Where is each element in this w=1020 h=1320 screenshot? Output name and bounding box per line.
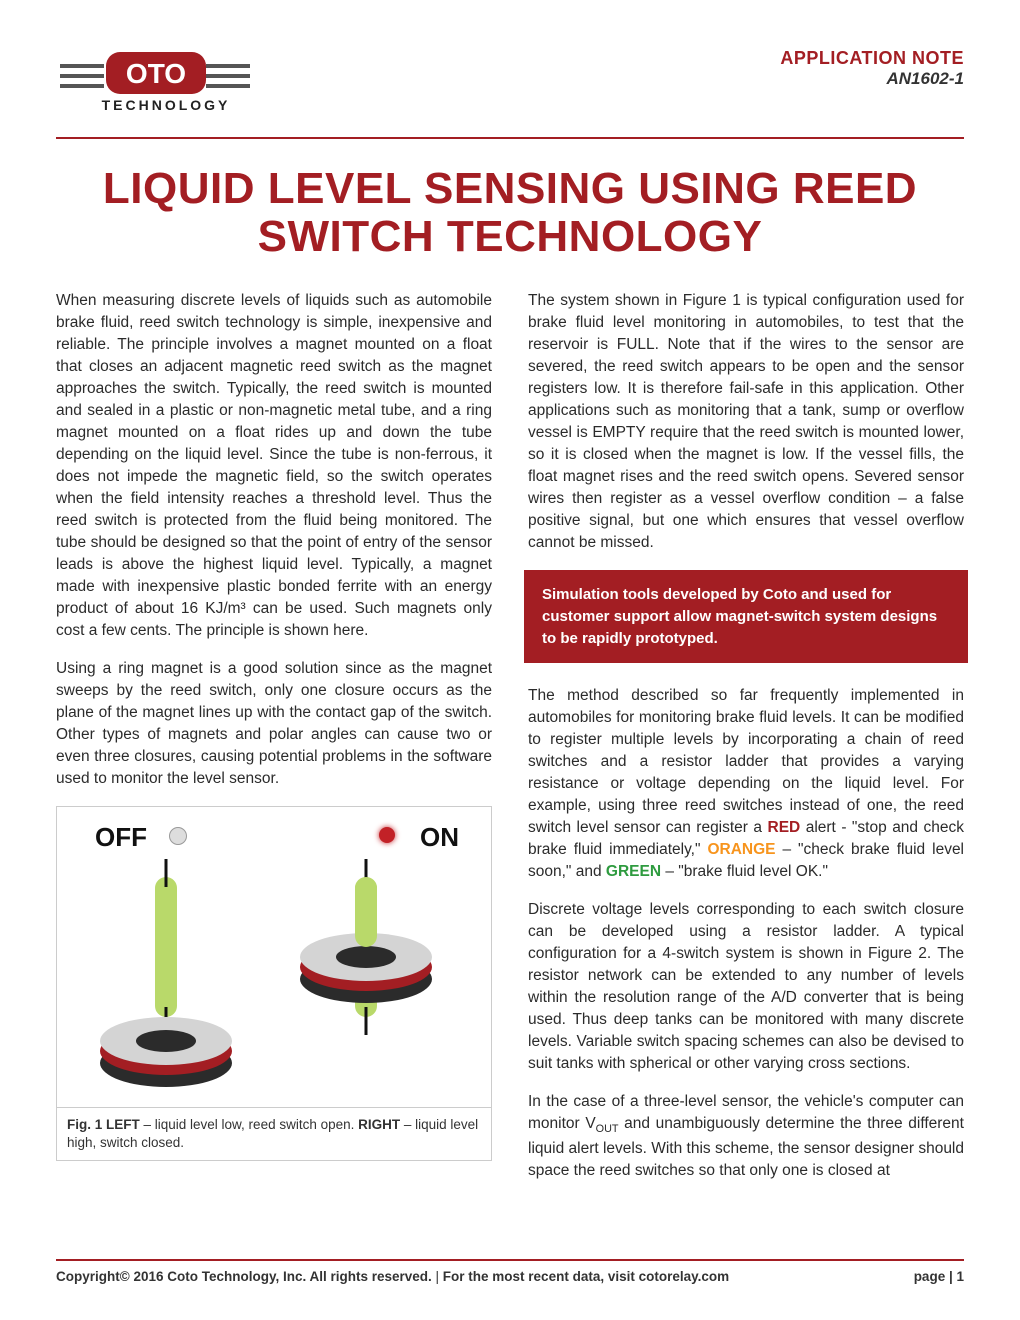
caption-bold: RIGHT [358,1117,400,1132]
caption-bold: Fig. 1 LEFT [67,1117,140,1132]
page-label: page | [914,1269,957,1284]
body-paragraph: When measuring discrete levels of liquid… [56,290,492,642]
right-column: The system shown in Figure 1 is typical … [528,290,964,1198]
page-number: 1 [956,1269,964,1284]
page-title: LIQUID LEVEL SENSING USING REED SWITCH T… [56,165,964,260]
footer-copyright: Copyright© 2016 Coto Technology, Inc. Al… [56,1269,432,1284]
text: – "brake fluid level OK." [661,863,828,880]
header-right: APPLICATION NOTE AN1602-1 [780,48,964,89]
body-paragraph: In the case of a three-level sensor, the… [528,1091,964,1181]
indicator-on-icon [379,827,395,843]
body-paragraph: The system shown in Figure 1 is typical … [528,290,964,554]
page-footer: Copyright© 2016 Coto Technology, Inc. Al… [56,1259,964,1284]
footer-recent: For the most recent data, visit cotorela… [443,1269,729,1284]
brand-logo: OTO TECHNOLOGY [56,48,256,123]
figure-1-caption: Fig. 1 LEFT – liquid level low, reed swi… [57,1107,491,1160]
alert-red-word: RED [768,819,801,836]
logo-bottom-text: TECHNOLOGY [102,97,231,113]
figure-1: OFF ON [56,806,492,1161]
header-rule [56,137,964,139]
alert-orange-word: ORANGE [707,841,775,858]
figure-off-label: OFF [95,819,147,856]
body-paragraph: The method described so far frequently i… [528,685,964,883]
indicator-off-icon [169,827,187,845]
doc-number: AN1602-1 [780,69,964,89]
logo-top-text: OTO [126,58,186,89]
callout-box: Simulation tools developed by Coto and u… [524,570,968,663]
body-paragraph: Using a ring magnet is a good solution s… [56,658,492,790]
two-column-body: When measuring discrete levels of liquid… [56,290,964,1198]
doc-type: APPLICATION NOTE [780,48,964,69]
footer-right: page | 1 [914,1269,964,1284]
alert-green-word: GREEN [606,863,661,880]
footer-left: Copyright© 2016 Coto Technology, Inc. Al… [56,1269,729,1284]
body-paragraph: Discrete voltage levels corresponding to… [528,899,964,1075]
text: The method described so far frequently i… [528,687,964,836]
footer-sep: | [436,1269,443,1284]
caption-text: – liquid level low, reed switch open. [140,1117,358,1132]
page-header: OTO TECHNOLOGY APPLICATION NOTE AN1602-1 [56,48,964,123]
figure-on-label: ON [420,819,459,856]
figure-1-graphic: OFF ON [57,807,491,1107]
left-column: When measuring discrete levels of liquid… [56,290,492,1198]
